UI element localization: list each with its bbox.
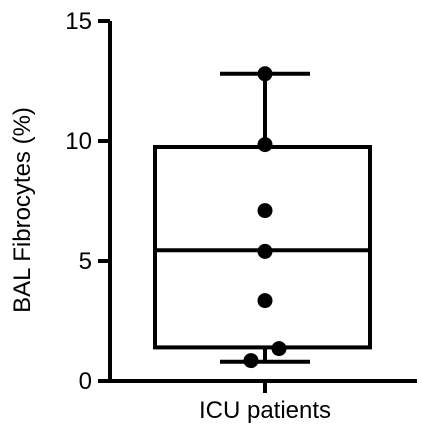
data-points xyxy=(243,66,287,369)
y-axis-tick-label: 5 xyxy=(79,248,92,275)
data-point xyxy=(271,341,287,357)
data-point xyxy=(257,243,273,259)
data-point xyxy=(257,293,273,309)
x-axis: ICU patients xyxy=(108,379,417,424)
y-axis-tick-label: 0 xyxy=(79,368,92,395)
data-point xyxy=(257,137,273,153)
y-axis: 0 5 10 15 BAL Fibrocytes (%) xyxy=(9,8,112,395)
y-axis-ticks: 0 5 10 15 xyxy=(65,8,110,395)
y-axis-title: BAL Fibrocytes (%) xyxy=(9,107,36,313)
y-axis-tick-label: 15 xyxy=(65,8,92,35)
y-axis-tick-label: 10 xyxy=(65,128,92,155)
box-plot-series xyxy=(153,66,372,369)
x-axis-category-label: ICU patients xyxy=(199,397,331,424)
data-point xyxy=(243,353,259,369)
data-point xyxy=(257,66,273,82)
data-point xyxy=(257,203,273,219)
